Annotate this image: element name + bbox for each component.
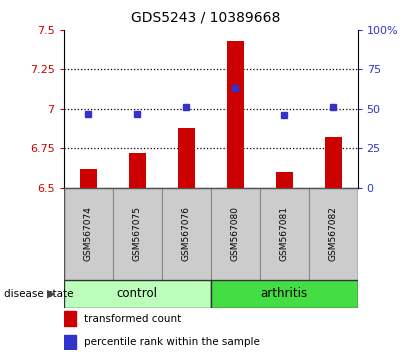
Text: GSM567082: GSM567082 [328, 206, 337, 261]
Bar [80, 169, 97, 188]
Text: control: control [117, 287, 158, 300]
Bar [325, 137, 342, 188]
Text: GSM567074: GSM567074 [84, 206, 93, 261]
Bar [211, 280, 358, 308]
Bar [129, 153, 146, 188]
Bar [64, 311, 76, 326]
Bar [64, 188, 113, 280]
Text: ▶: ▶ [47, 289, 56, 299]
Bar [64, 280, 210, 308]
Bar [211, 188, 260, 280]
Text: transformed count: transformed count [84, 314, 181, 324]
Text: GSM567080: GSM567080 [231, 206, 240, 261]
Text: GSM567081: GSM567081 [279, 206, 289, 261]
Bar [162, 188, 211, 280]
Bar [309, 188, 358, 280]
Bar [178, 128, 195, 188]
Text: GDS5243 / 10389668: GDS5243 / 10389668 [131, 11, 280, 25]
Bar [64, 335, 76, 349]
Bar [275, 172, 293, 188]
Text: arthritis: arthritis [261, 287, 308, 300]
Text: percentile rank within the sample: percentile rank within the sample [84, 337, 260, 347]
Bar [260, 188, 309, 280]
Text: GSM567076: GSM567076 [182, 206, 191, 261]
Bar [226, 41, 244, 188]
Text: disease state: disease state [4, 289, 74, 299]
Text: GSM567075: GSM567075 [133, 206, 142, 261]
Bar [113, 188, 162, 280]
